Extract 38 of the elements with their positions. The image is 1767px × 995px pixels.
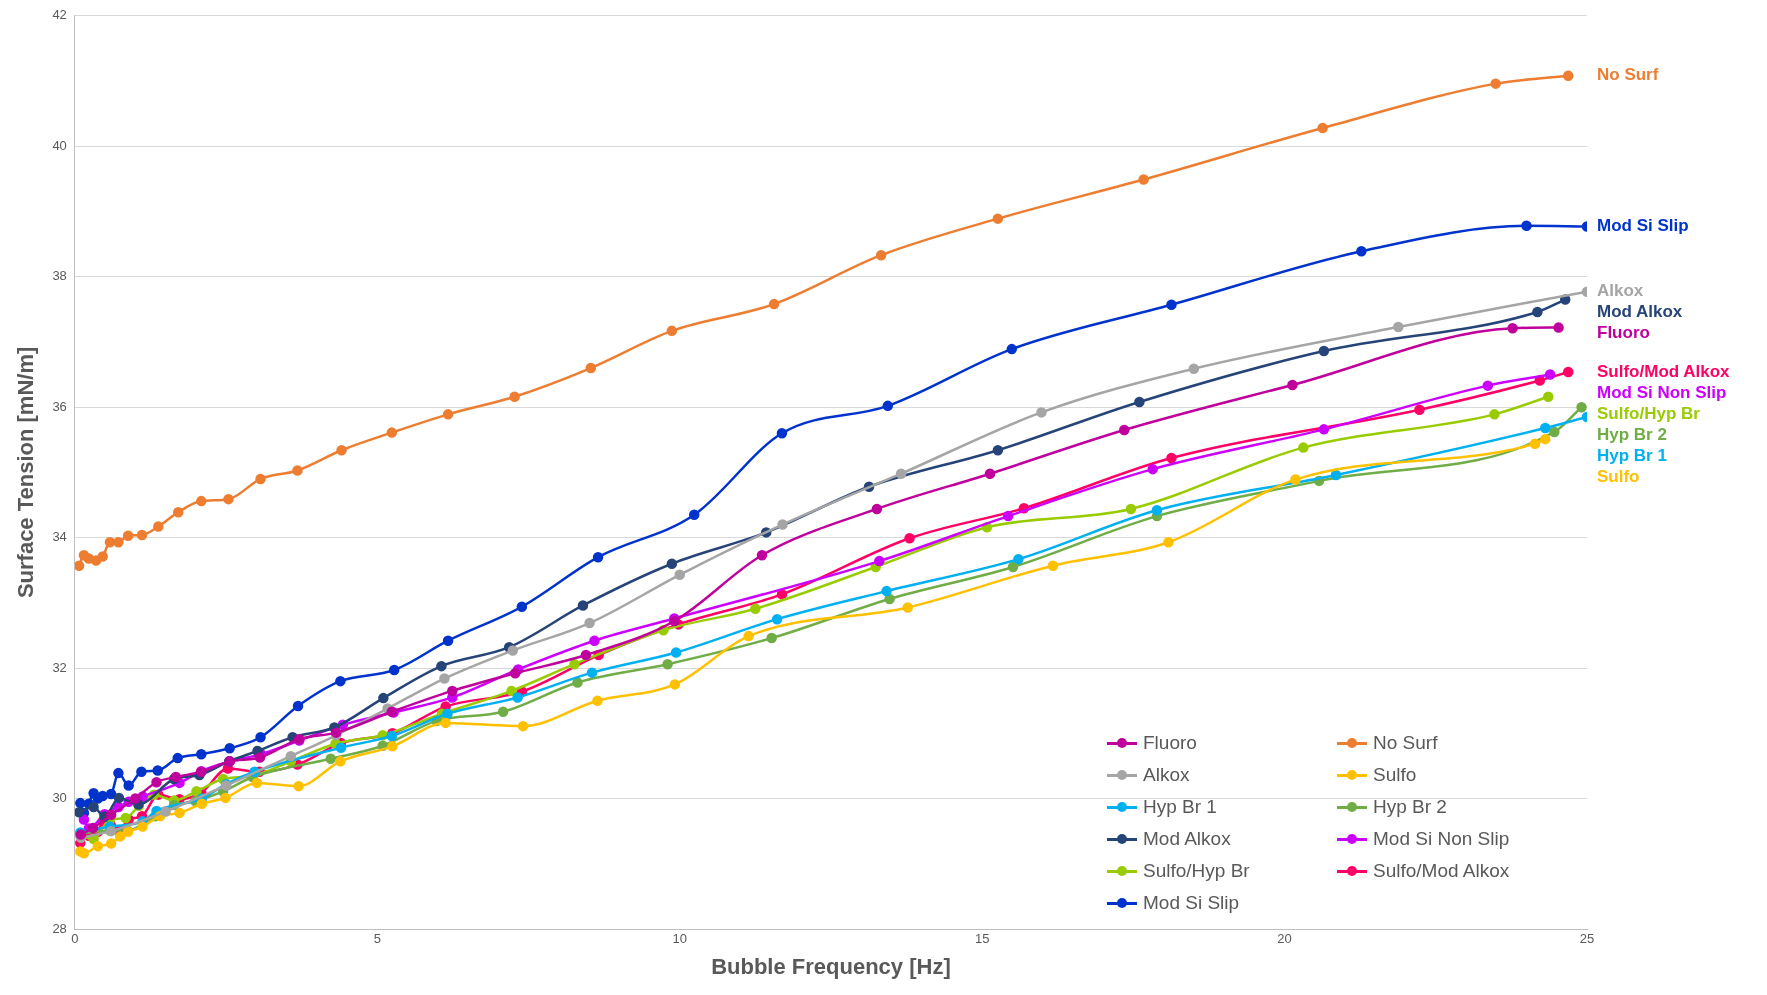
y-tick-label: 28	[52, 920, 67, 936]
legend-label: Fluoro	[1143, 732, 1197, 754]
y-tick-label: 34	[52, 529, 67, 545]
legend-label: Hyp Br 2	[1373, 796, 1447, 818]
text: Sulfo/Mod Alkox	[1597, 361, 1730, 381]
x-tick-label: 5	[373, 931, 381, 947]
legend-label: Mod Alkox	[1143, 828, 1231, 850]
y-tick-label: 38	[52, 268, 67, 284]
text: Mod Si Non Slip	[1597, 382, 1727, 402]
y-tick-label: 42	[52, 7, 67, 23]
text: Mod Si Slip	[1597, 216, 1689, 236]
legend-label: Mod Si Slip	[1143, 892, 1240, 914]
y-tick-label: 30	[52, 790, 67, 806]
text: Hyp Br 2	[1597, 424, 1667, 444]
text: Sulfo	[1597, 466, 1640, 486]
legend-label: Hyp Br 1	[1143, 796, 1217, 818]
x-tick-label: 10	[672, 931, 687, 947]
text: No Surf	[1597, 65, 1659, 85]
text: Alkox	[1597, 281, 1644, 301]
x-tick-label: 15	[974, 931, 990, 947]
legend-label: Sulfo/Hyp Br	[1143, 860, 1250, 882]
x-tick-label: 0	[71, 931, 79, 947]
y-axis-title: Surface Tension [mN/m]	[13, 346, 39, 599]
y-tick-label: 32	[52, 659, 67, 675]
legend-label: Sulfo/Mod Alkox	[1373, 860, 1510, 882]
legend-label: Mod Si Non Slip	[1373, 828, 1510, 850]
y-tick-label: 36	[52, 398, 67, 414]
text: Sulfo/Hyp Br	[1597, 403, 1700, 423]
text: Fluoro	[1597, 323, 1650, 343]
text: Hyp Br 1	[1597, 445, 1667, 465]
legend-label: No Surf	[1373, 732, 1438, 754]
text: Mod Alkox	[1597, 302, 1683, 322]
x-tick-label: 25	[1579, 931, 1595, 947]
x-tick-label: 20	[1277, 931, 1292, 947]
x-axis-title: Bubble Frequency [Hz]	[711, 953, 951, 979]
y-tick-label: 40	[52, 137, 67, 153]
legend-label: Sulfo	[1373, 764, 1417, 786]
legend-label: Alkox	[1143, 764, 1190, 786]
